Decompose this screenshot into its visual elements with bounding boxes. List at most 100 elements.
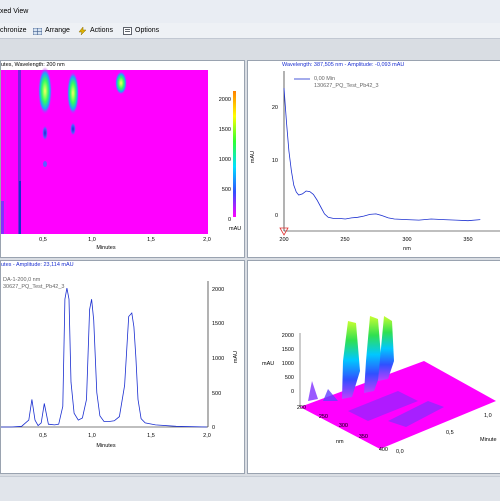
contour-peak <box>38 67 52 115</box>
3d-time-tick: 0,0 <box>396 449 404 455</box>
contour-peak <box>115 71 127 95</box>
arrange-icon <box>32 27 43 36</box>
spectrum-title: Wavelength: 387,505 nm - Amplitude: -0,0… <box>282 62 405 68</box>
colorbar-ticks: 2000 1500 1000 500 0 mAU <box>219 97 242 232</box>
colorbar-tick: 0 <box>228 217 231 223</box>
actions-label: Actions <box>90 27 113 34</box>
chromatogram-title: utes - Amplitude: 23,114 mAU <box>1 262 74 268</box>
contour-streak <box>5 70 6 234</box>
chromatogram-ylabel: mAU <box>233 351 239 363</box>
3d-ztick: 1500 <box>282 347 294 353</box>
spectrum-ytick: 0 <box>275 213 278 219</box>
colorbar-tick: 1500 <box>219 127 231 133</box>
3d-ridge <box>308 381 318 401</box>
3d-time-label: Minute <box>480 437 497 443</box>
3d-time-tick: 0,5 <box>446 430 454 436</box>
spectrum-xtick: 200 <box>279 237 288 243</box>
contour-peak <box>43 161 47 167</box>
3d-ridge <box>388 401 444 427</box>
spectrum-ytick: 10 <box>272 158 278 164</box>
3d-nm-tick: 200 <box>297 405 306 411</box>
contour-plot: 0,5 1,0 1,5 2,0 Minutes 2000 1500 1000 5… <box>1 67 242 251</box>
chromatogram-plot: DA-1-200,0 nm 30627_PQ_Test_Pb42_3 2000 … <box>1 277 239 449</box>
3d-ztick: 1000 <box>282 361 294 367</box>
chromatogram-series <box>1 288 208 428</box>
contour-streak <box>19 181 21 234</box>
3d-time-tick: 1,0 <box>484 413 492 419</box>
3d-plot: 2000 1500 1000 500 0 mAU 200 250 300 350… <box>262 316 497 455</box>
synchronize-button[interactable]: chronize <box>0 24 26 37</box>
3d-nm-label: nm <box>336 439 344 445</box>
3d-plot-pane[interactable]: 2000 1500 1000 500 0 mAU 200 250 300 350… <box>247 260 500 474</box>
actions-icon <box>78 26 87 36</box>
arrange-button[interactable]: Arrange <box>32 24 70 37</box>
window-title: xed View <box>0 8 29 15</box>
chromatogram-ytick: 1000 <box>212 356 224 362</box>
3d-ridge <box>348 391 418 421</box>
spectrum-xtick: 350 <box>463 237 472 243</box>
spectrum-pane[interactable]: Wavelength: 387,505 nm - Amplitude: -0,0… <box>247 60 500 258</box>
contour-xtick: 0,5 <box>39 237 47 243</box>
contour-xtick: 1,5 <box>147 237 155 243</box>
spectrum-series <box>283 88 481 222</box>
spectrum-xlabel: nm <box>403 246 411 252</box>
3d-ztick: 2000 <box>282 333 294 339</box>
contour-x-axis: 0,5 1,0 1,5 2,0 Minutes <box>39 237 211 251</box>
3d-ztick: 500 <box>285 375 294 381</box>
contour-peak <box>42 125 48 141</box>
colorbar-tick: 2000 <box>219 97 231 103</box>
chromatogram-ytick: 0 <box>212 425 215 431</box>
3d-zlabel: mAU <box>262 361 274 367</box>
contour-peak <box>70 122 76 136</box>
contour-background <box>1 70 208 234</box>
3d-ridge <box>323 389 338 401</box>
chromatogram-ytick: 2000 <box>212 287 224 293</box>
contour-streak <box>18 70 21 234</box>
3d-ztick: 0 <box>291 389 294 395</box>
3d-peak <box>364 316 382 393</box>
wavelength-cursor-marker[interactable] <box>279 227 289 236</box>
contour-xlabel: Minutes <box>96 245 116 251</box>
chromatogram-xtick: 2,0 <box>203 433 211 439</box>
3d-peak <box>342 321 360 399</box>
chromatogram-legend-channel: DA-1-200,0 nm <box>3 277 41 283</box>
options-icon <box>123 27 132 35</box>
chromatogram-ytick: 1500 <box>212 321 224 327</box>
status-bar <box>0 476 500 501</box>
spectrum-ylabel: mAU <box>250 151 256 163</box>
chromatogram-pane[interactable]: utes - Amplitude: 23,114 mAU DA-1-200,0 … <box>0 260 245 474</box>
chromatogram-xtick: 0,5 <box>39 433 47 439</box>
toolbar: chronize Arrange Actions Options <box>0 23 500 39</box>
colorbar-tick: 500 <box>222 187 231 193</box>
contour-xtick: 2,0 <box>203 237 211 243</box>
3d-nm-tick: 400 <box>379 447 388 453</box>
options-label: Options <box>135 27 160 34</box>
contour-streak <box>1 201 4 234</box>
spectrum-xtick: 250 <box>340 237 349 243</box>
arrange-label: Arrange <box>45 27 70 34</box>
contour-peak <box>67 71 79 115</box>
spectrum-legend-time: 0,00 Min <box>314 76 335 82</box>
colorbar-tick: 1000 <box>219 157 231 163</box>
spectrum-plot: 0,00 Min 130627_PQ_Test_Pb42_3 mAU 20 10… <box>250 71 500 252</box>
spectrum-xtick: 300 <box>402 237 411 243</box>
synchronize-label: chronize <box>0 27 27 34</box>
3d-nm-tick: 300 <box>339 423 348 429</box>
contour-plot-pane[interactable]: utes, Wavelength: 200 nm <box>0 60 245 258</box>
chromatogram-xtick: 1,0 <box>88 433 96 439</box>
spectrum-line <box>283 88 481 222</box>
chromatogram-xtick: 1,5 <box>147 433 155 439</box>
contour-plot-title: utes, Wavelength: 200 nm <box>1 62 65 68</box>
chromatogram-xlabel: Minutes <box>96 443 116 449</box>
options-button[interactable]: Options <box>123 24 159 37</box>
3d-nm-tick: 250 <box>319 414 328 420</box>
colorbar-unit: mAU <box>229 226 241 232</box>
chromatogram-line <box>1 288 208 428</box>
actions-button[interactable]: Actions <box>78 24 113 37</box>
spectrum-legend-name: 130627_PQ_Test_Pb42_3 <box>314 83 379 89</box>
spectrum-ytick: 20 <box>272 105 278 111</box>
window-titlebar: xed View <box>0 0 500 24</box>
chromatogram-legend-name: 30627_PQ_Test_Pb42_3 <box>3 284 64 290</box>
3d-nm-tick: 350 <box>359 434 368 440</box>
contour-xtick: 1,0 <box>88 237 96 243</box>
